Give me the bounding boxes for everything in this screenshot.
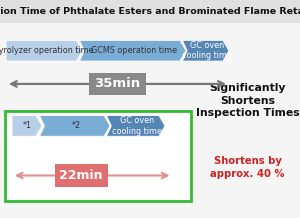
Text: Inspection Time of Phthalate Esters and Brominated Flame Retardants: Inspection Time of Phthalate Esters and …	[0, 7, 300, 16]
Bar	[89, 73, 146, 95]
Text: GC oven
cooling time: GC oven cooling time	[112, 116, 162, 136]
Polygon shape	[12, 116, 42, 136]
Text: Shortens by
approx. 40 %: Shortens by approx. 40 %	[210, 156, 285, 179]
Bar	[0, 0, 300, 23]
Polygon shape	[80, 40, 186, 61]
Bar	[4, 111, 190, 201]
Text: 22min: 22min	[59, 169, 103, 182]
Text: Pyrolyzer operation time: Pyrolyzer operation time	[0, 46, 94, 55]
Text: *1: *1	[22, 121, 32, 130]
Text: 35min: 35min	[94, 77, 140, 90]
Text: GC oven
cooling time: GC oven cooling time	[182, 41, 232, 60]
Text: Significantly
Shortens
Inspection Times: Significantly Shortens Inspection Times	[196, 83, 299, 118]
Bar	[0, 23, 300, 48]
Text: *2: *2	[72, 121, 81, 130]
Polygon shape	[182, 40, 229, 61]
Polygon shape	[106, 116, 165, 136]
Polygon shape	[40, 116, 110, 136]
Bar	[55, 164, 108, 187]
Text: GCMS operation time: GCMS operation time	[91, 46, 177, 55]
Polygon shape	[6, 40, 82, 61]
